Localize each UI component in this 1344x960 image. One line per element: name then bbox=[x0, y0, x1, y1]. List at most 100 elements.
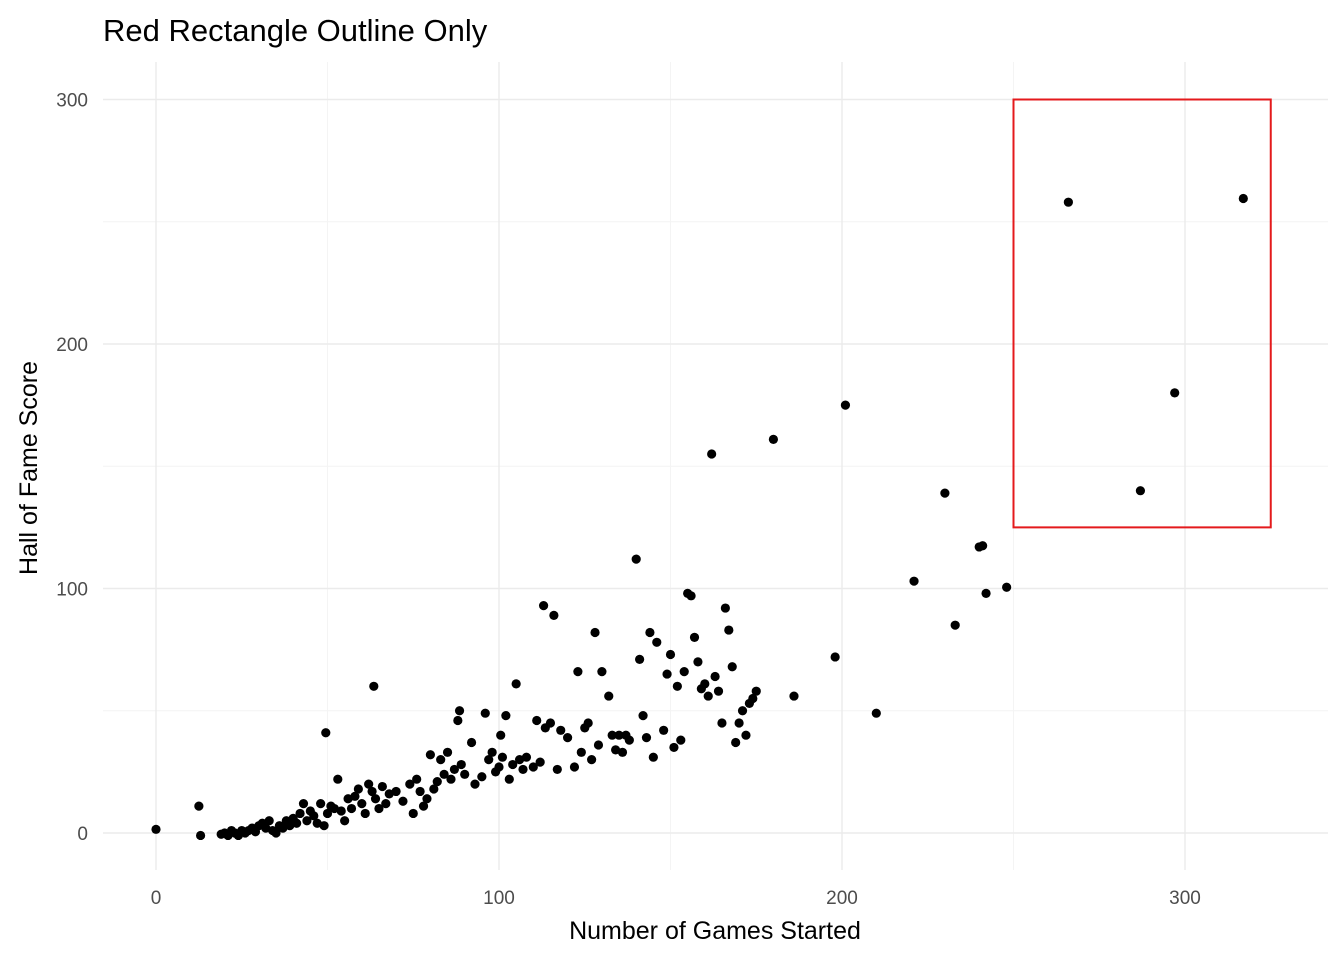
data-point bbox=[734, 718, 744, 728]
data-point bbox=[501, 711, 511, 721]
y-tick-label: 300 bbox=[56, 91, 88, 112]
data-point bbox=[321, 728, 331, 738]
data-point bbox=[981, 588, 991, 598]
highlight-rectangle bbox=[1012, 98, 1272, 529]
data-point bbox=[624, 735, 634, 745]
y-axis-title: Hall of Fame Score bbox=[15, 361, 43, 575]
data-point bbox=[748, 693, 758, 704]
x-tick-label: 0 bbox=[151, 888, 162, 909]
data-point bbox=[950, 620, 960, 630]
data-point bbox=[292, 818, 302, 828]
data-point bbox=[391, 786, 401, 797]
data-point bbox=[319, 821, 329, 831]
data-point bbox=[511, 679, 521, 689]
data-point bbox=[466, 737, 477, 748]
x-axis-ticks: 0 100 200 300 bbox=[151, 888, 1201, 909]
data-point bbox=[528, 762, 538, 772]
data-point bbox=[367, 786, 377, 797]
data-point bbox=[614, 730, 624, 740]
data-point bbox=[727, 662, 737, 672]
data-point bbox=[713, 686, 724, 696]
data-point bbox=[672, 681, 682, 691]
data-point bbox=[446, 774, 456, 784]
data-point bbox=[830, 652, 840, 662]
data-point bbox=[840, 400, 851, 410]
data-point bbox=[607, 730, 617, 740]
data-point bbox=[439, 769, 449, 779]
data-point bbox=[552, 764, 562, 775]
data-point bbox=[569, 762, 580, 772]
data-point bbox=[789, 691, 799, 701]
data-point bbox=[496, 730, 506, 740]
data-point bbox=[573, 667, 583, 677]
data-point bbox=[679, 667, 689, 677]
data-point bbox=[360, 808, 370, 819]
data-point bbox=[340, 816, 350, 826]
data-point bbox=[583, 718, 593, 728]
data-point bbox=[741, 730, 751, 740]
data-point bbox=[480, 708, 490, 718]
data-point bbox=[652, 637, 662, 647]
data-point bbox=[549, 610, 559, 620]
data-point bbox=[381, 799, 391, 809]
data-points bbox=[151, 193, 1248, 841]
data-point bbox=[454, 706, 465, 716]
data-point bbox=[484, 755, 494, 765]
data-point bbox=[449, 764, 460, 775]
data-point bbox=[1063, 197, 1073, 207]
data-point bbox=[521, 752, 532, 762]
data-point bbox=[353, 784, 363, 794]
data-point bbox=[631, 554, 641, 564]
data-point bbox=[408, 808, 418, 819]
data-point bbox=[453, 715, 463, 726]
data-point bbox=[717, 718, 727, 728]
data-point bbox=[336, 806, 346, 816]
data-point bbox=[298, 799, 309, 809]
data-point bbox=[1238, 193, 1248, 204]
data-point bbox=[545, 718, 556, 728]
data-point bbox=[1135, 486, 1146, 496]
y-tick-label: 200 bbox=[56, 335, 88, 356]
y-tick-label: 0 bbox=[77, 824, 88, 845]
data-point bbox=[374, 803, 384, 814]
data-point bbox=[576, 747, 586, 757]
data-point bbox=[295, 808, 305, 819]
data-point bbox=[641, 733, 652, 743]
data-point bbox=[978, 541, 988, 551]
data-point bbox=[689, 632, 700, 643]
data-point bbox=[590, 627, 600, 638]
data-point bbox=[707, 449, 717, 459]
data-point bbox=[271, 828, 281, 838]
data-point bbox=[703, 691, 713, 701]
data-point bbox=[370, 794, 381, 804]
data-point bbox=[662, 669, 672, 679]
data-point bbox=[398, 796, 408, 806]
data-point bbox=[587, 755, 597, 765]
data-point bbox=[604, 691, 614, 701]
data-point bbox=[518, 764, 528, 775]
data-point bbox=[322, 808, 333, 819]
grid-lines bbox=[103, 62, 1328, 870]
data-point bbox=[617, 747, 628, 757]
data-point bbox=[768, 434, 779, 444]
data-point bbox=[477, 772, 487, 782]
data-point bbox=[1170, 388, 1180, 398]
data-point bbox=[494, 762, 504, 772]
data-point bbox=[710, 671, 720, 682]
data-point bbox=[720, 603, 730, 613]
data-point bbox=[686, 591, 696, 601]
data-point bbox=[724, 625, 734, 635]
data-point bbox=[508, 759, 518, 770]
data-point bbox=[731, 737, 741, 748]
data-point bbox=[535, 757, 545, 767]
data-point bbox=[369, 681, 379, 691]
data-point bbox=[194, 801, 204, 811]
data-point bbox=[737, 706, 748, 716]
data-point bbox=[669, 742, 679, 753]
data-point bbox=[597, 667, 607, 677]
data-point bbox=[909, 576, 919, 586]
data-point bbox=[456, 759, 466, 770]
data-point bbox=[264, 816, 274, 826]
